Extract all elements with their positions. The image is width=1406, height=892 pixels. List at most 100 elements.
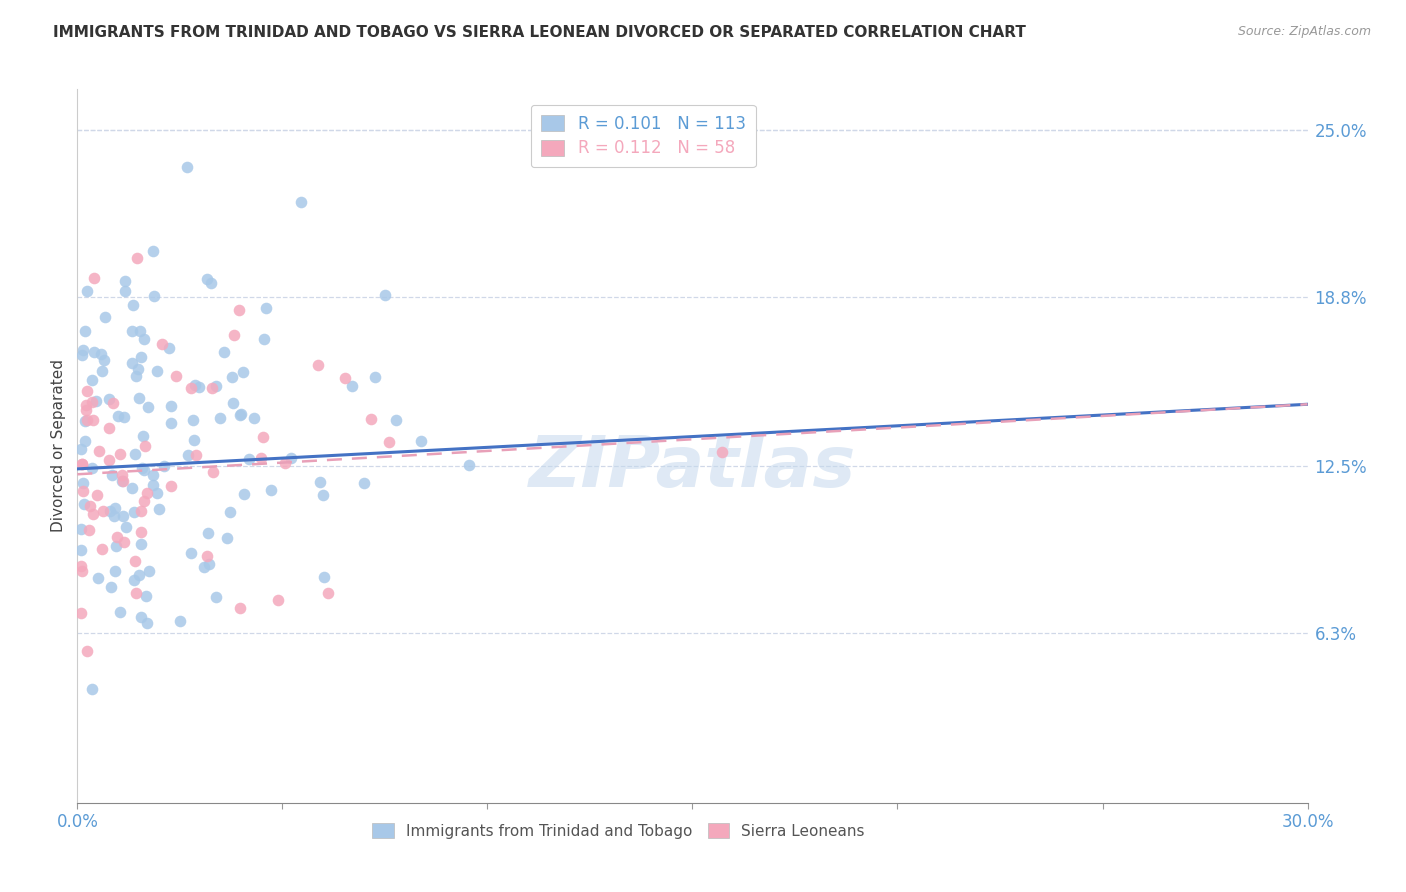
Point	[82, 507, 104, 521]
Point	[80, 460, 103, 475]
Point	[318, 586, 340, 600]
Point	[82, 413, 104, 427]
Point	[205, 591, 228, 605]
Point	[72, 475, 94, 490]
Point	[121, 324, 143, 338]
Point	[280, 450, 302, 465]
Point	[128, 568, 150, 582]
Point	[84, 394, 107, 409]
Point	[127, 251, 149, 265]
Point	[91, 503, 114, 517]
Point	[112, 535, 135, 549]
Point	[131, 461, 153, 475]
Point	[273, 456, 295, 470]
Point	[98, 421, 121, 435]
Point	[124, 554, 146, 568]
Point	[184, 448, 207, 462]
Point	[142, 244, 165, 258]
Point	[82, 681, 104, 696]
Point	[457, 458, 479, 472]
Point	[148, 501, 170, 516]
Point	[153, 458, 176, 473]
Point	[374, 288, 396, 302]
Point	[128, 391, 150, 405]
Point	[188, 379, 211, 393]
Point	[200, 276, 222, 290]
Point	[229, 407, 252, 421]
Point	[181, 412, 204, 426]
Point	[104, 539, 127, 553]
Point	[142, 467, 165, 482]
Point	[217, 531, 239, 545]
Text: ZIPatlas: ZIPatlas	[529, 433, 856, 502]
Point	[253, 332, 276, 346]
Point	[146, 364, 169, 378]
Point	[132, 463, 155, 477]
Point	[75, 325, 97, 339]
Point	[129, 324, 152, 338]
Point	[150, 337, 173, 351]
Point	[70, 564, 93, 578]
Point	[104, 500, 127, 515]
Point	[86, 488, 108, 502]
Point	[70, 457, 93, 471]
Point	[176, 160, 198, 174]
Point	[385, 412, 408, 426]
Point	[121, 356, 143, 370]
Point	[378, 435, 401, 450]
Point	[103, 509, 125, 524]
Point	[312, 488, 335, 502]
Point	[142, 477, 165, 491]
Point	[80, 373, 103, 387]
Point	[72, 483, 94, 498]
Point	[193, 560, 215, 574]
Point	[205, 379, 228, 393]
Point	[107, 409, 129, 423]
Point	[89, 444, 111, 458]
Point	[91, 364, 114, 378]
Point	[115, 520, 138, 534]
Point	[134, 439, 156, 453]
Point	[312, 570, 335, 584]
Point	[222, 327, 245, 342]
Legend: Immigrants from Trinidad and Tobago, Sierra Leoneans: Immigrants from Trinidad and Tobago, Sie…	[367, 817, 870, 845]
Point	[105, 530, 128, 544]
Point	[333, 371, 356, 385]
Point	[83, 271, 105, 285]
Point	[183, 434, 205, 448]
Point	[135, 589, 157, 603]
Point	[129, 537, 152, 551]
Point	[75, 403, 97, 417]
Point	[80, 395, 103, 409]
Point	[122, 573, 145, 587]
Point	[176, 448, 198, 462]
Point	[136, 485, 159, 500]
Point	[72, 343, 94, 357]
Point	[208, 411, 231, 425]
Point	[180, 381, 202, 395]
Point	[145, 486, 167, 500]
Point	[221, 396, 243, 410]
Point	[132, 429, 155, 443]
Y-axis label: Divorced or Separated: Divorced or Separated	[51, 359, 66, 533]
Point	[233, 487, 256, 501]
Point	[70, 442, 93, 457]
Point	[112, 475, 135, 489]
Point	[70, 559, 93, 574]
Point	[165, 368, 187, 383]
Point	[90, 541, 112, 556]
Point	[79, 499, 101, 513]
Point	[100, 504, 122, 518]
Point	[201, 382, 224, 396]
Point	[125, 368, 148, 383]
Point	[142, 288, 165, 302]
Point	[409, 434, 432, 449]
Point	[114, 284, 136, 298]
Point	[243, 411, 266, 425]
Point	[232, 366, 254, 380]
Point	[129, 610, 152, 624]
Point	[75, 398, 97, 412]
Point	[360, 412, 382, 426]
Point	[138, 564, 160, 578]
Point	[111, 468, 134, 483]
